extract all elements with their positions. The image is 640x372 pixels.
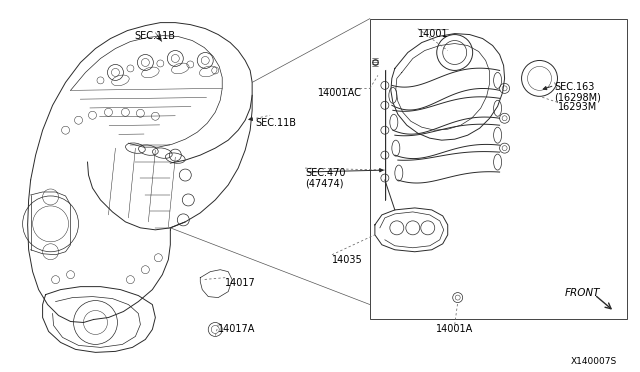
Text: 16293M: 16293M bbox=[557, 102, 596, 112]
Text: SEC.11B: SEC.11B bbox=[135, 31, 176, 41]
Text: 14017A: 14017A bbox=[218, 324, 255, 334]
Text: X140007S: X140007S bbox=[571, 357, 618, 366]
Text: 14035: 14035 bbox=[332, 255, 363, 265]
Text: 14001: 14001 bbox=[418, 29, 449, 39]
Text: SEC.11B: SEC.11B bbox=[255, 118, 296, 128]
Bar bbox=[370, 19, 627, 320]
Text: 14001A: 14001A bbox=[436, 324, 474, 334]
Text: (16298M): (16298M) bbox=[554, 92, 602, 102]
Text: 14001AC: 14001AC bbox=[318, 89, 362, 98]
Text: FRONT: FRONT bbox=[564, 288, 600, 298]
Text: SEC.470: SEC.470 bbox=[305, 168, 346, 178]
Text: (47474): (47474) bbox=[305, 178, 344, 188]
Text: 14017: 14017 bbox=[225, 278, 256, 288]
Text: SEC.163: SEC.163 bbox=[554, 82, 595, 92]
